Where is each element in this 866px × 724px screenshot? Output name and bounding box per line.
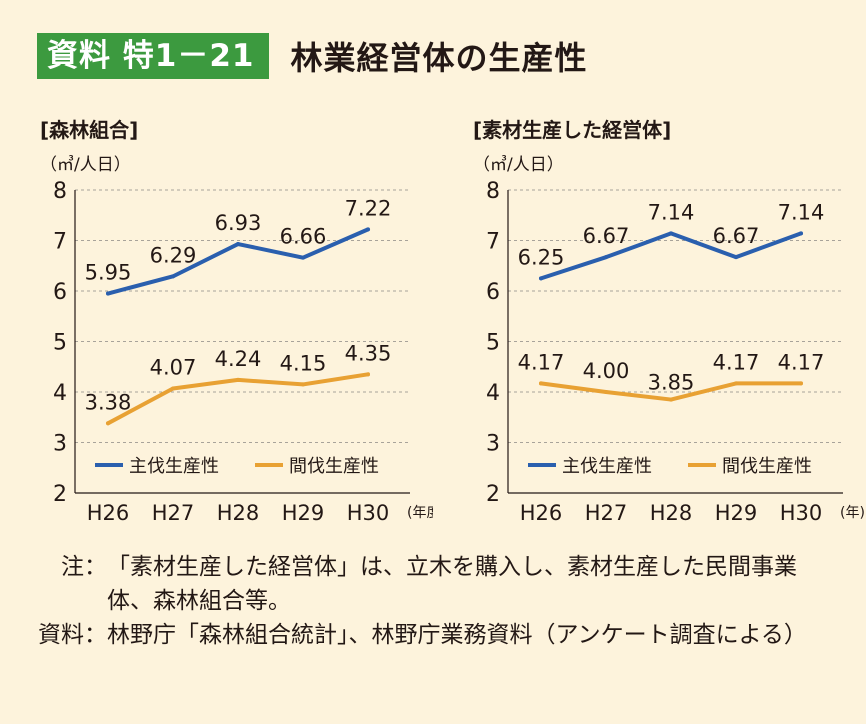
x-tick-label: H27 (585, 501, 628, 525)
x-tick-label: H26 (87, 501, 130, 525)
data-point (799, 381, 803, 386)
data-point (301, 255, 305, 260)
note-text: 「素材生産した経営体」は、立木を購入し、素材生産した民間事業体、森林組合等。 (107, 554, 797, 614)
data-point (539, 381, 543, 386)
x-tick-label: H28 (217, 501, 260, 525)
data-point (236, 242, 240, 247)
source-label: 資料： (38, 622, 107, 648)
x-axis-unit-label: (年度) (407, 505, 433, 521)
data-label: 6.67 (583, 224, 630, 248)
x-tick-label: H30 (347, 501, 390, 525)
data-point (604, 255, 608, 260)
legend-label: 間伐生産性 (722, 456, 812, 477)
data-label: 7.14 (648, 200, 695, 224)
y-tick-label: 6 (53, 280, 67, 305)
data-label: 5.95 (85, 261, 132, 285)
data-label: 4.15 (280, 351, 327, 375)
legend-label: 主伐生産性 (562, 456, 652, 477)
data-label: 6.67 (713, 224, 760, 248)
x-tick-label: H30 (780, 501, 823, 525)
data-point (799, 231, 803, 236)
x-axis-unit-label: (年) (840, 505, 865, 521)
data-point (301, 382, 305, 387)
data-point (734, 381, 738, 386)
data-label: 6.25 (518, 245, 565, 269)
y-tick-label: 7 (486, 230, 500, 255)
data-point (669, 397, 673, 402)
data-label: 3.38 (85, 390, 132, 414)
header: 資料 特1－21 林業経営体の生産性 (37, 33, 588, 79)
note-row: 注： 「素材生産した経営体」は、立木を購入し、素材生産した民間事業体、森林組合等… (38, 550, 817, 618)
data-label: 4.00 (583, 359, 630, 383)
y-tick-label: 3 (486, 432, 500, 457)
data-point (106, 421, 110, 426)
data-point (669, 231, 673, 236)
y-tick-label: 4 (486, 381, 500, 406)
y-tick-label: 2 (486, 482, 500, 507)
legend-label: 間伐生産性 (289, 456, 379, 477)
series-line-main (106, 227, 370, 296)
legend-label: 主伐生産性 (129, 456, 219, 477)
data-label: 6.93 (215, 211, 262, 235)
y-axis-unit-label: （㎥/人日） (40, 155, 131, 175)
data-label: 4.24 (215, 347, 262, 371)
data-label: 3.85 (648, 371, 695, 395)
data-point (604, 390, 608, 394)
data-label: 4.17 (713, 350, 760, 374)
y-tick-label: 8 (53, 179, 67, 204)
data-label: 6.29 (150, 243, 197, 267)
x-tick-label: H28 (650, 501, 693, 525)
y-tick-label: 6 (486, 280, 500, 305)
y-tick-label: 7 (53, 230, 67, 255)
y-tick-label: 4 (53, 381, 67, 406)
notes: 注： 「素材生産した経営体」は、立木を購入し、素材生産した民間事業体、森林組合等… (38, 550, 817, 652)
y-tick-label: 2 (53, 482, 67, 507)
data-label: 7.22 (345, 196, 392, 220)
data-label: 6.66 (280, 225, 327, 249)
x-tick-label: H27 (152, 501, 195, 525)
x-tick-label: H26 (520, 501, 563, 525)
y-tick-label: 5 (53, 331, 67, 356)
data-point (236, 377, 240, 382)
data-point (734, 255, 738, 260)
y-tick-label: 8 (486, 179, 500, 204)
chart-title: [森林組合] (40, 118, 138, 142)
chart-forest-cooperatives: [森林組合] （㎥/人日） 2 3 4 5 6 7 8 H26 H27 H28 H29 H30 (年度) 5.… (40, 118, 433, 525)
chart-timber-producers: [素材生産した経営体] （㎥/人日） 2 3 4 5 6 7 8 H26 H27 H28 H29 H30 (… (473, 118, 865, 525)
data-point (366, 372, 370, 377)
chart-title: [素材生産した経営体] (473, 118, 671, 142)
data-label: 4.35 (345, 341, 392, 365)
figure-number-badge: 資料 特1－21 (37, 33, 269, 79)
data-point (171, 386, 175, 391)
source-row: 資料： 林野庁「森林組合統計」、林野庁業務資料（アンケート調査による） (38, 618, 817, 652)
data-label: 4.17 (518, 350, 565, 374)
page-title: 林業経営体の生産性 (290, 39, 588, 77)
y-tick-label: 5 (486, 331, 500, 356)
data-point (171, 274, 175, 279)
note-label: 注： (38, 554, 107, 580)
data-point (539, 276, 543, 281)
x-tick-label: H29 (282, 501, 325, 525)
data-point (366, 227, 370, 232)
y-tick-label: 3 (53, 432, 67, 457)
x-tick-label: H29 (715, 501, 758, 525)
data-label: 4.17 (778, 350, 825, 374)
data-point (106, 291, 110, 296)
data-label: 7.14 (778, 200, 825, 224)
y-axis-unit-label: （㎥/人日） (473, 155, 564, 175)
source-text: 林野庁「森林組合統計」、林野庁業務資料（アンケート調査による） (107, 622, 807, 648)
data-label: 4.07 (150, 355, 197, 379)
